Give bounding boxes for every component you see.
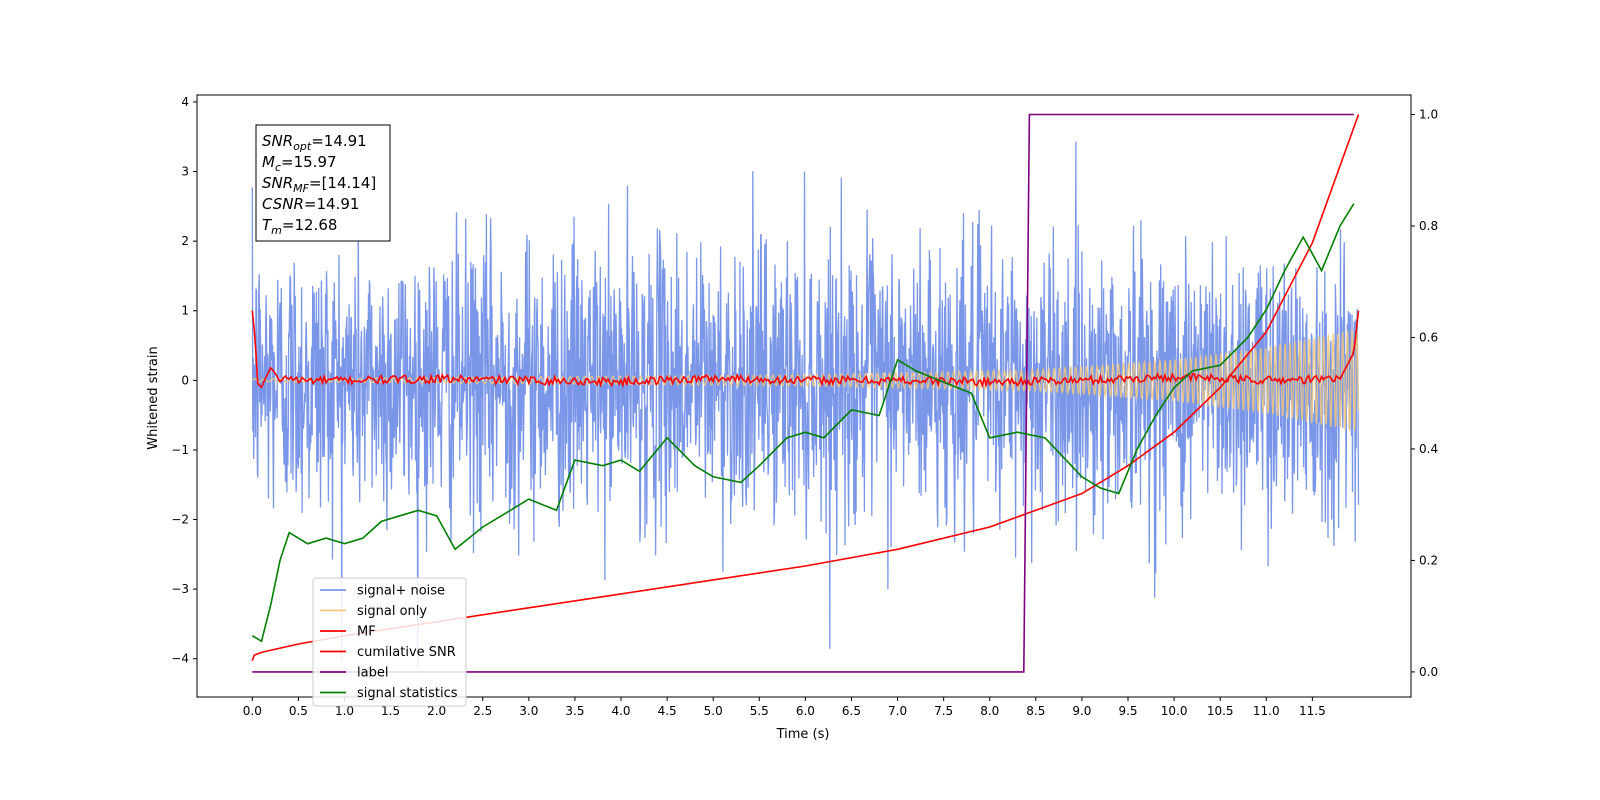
x-tick-label: 0.0 [243, 704, 262, 718]
annotation-line: Mc=15.97 [262, 153, 337, 174]
x-axis-label: Time (s) [776, 727, 830, 742]
annotation-line: Tm=12.68 [262, 216, 337, 237]
annotation-line: SNRopt=14.91 [262, 132, 367, 153]
y-axis-label: Whitened strain [146, 346, 161, 449]
x-tick-label: 4.5 [658, 704, 677, 718]
y2-tick-label: 0.4 [1419, 442, 1438, 456]
y-tick-label: 2 [181, 234, 189, 248]
x-tick-label: 0.5 [289, 704, 308, 718]
y2-tick-label: 0.8 [1419, 219, 1438, 233]
x-tick-label: 9.5 [1118, 704, 1137, 718]
legend: signal+ noise signal only MF cumilative SNR… [312, 577, 467, 707]
legend-label: cumilative SNR [357, 645, 456, 660]
x-tick-label: 9.0 [1072, 704, 1091, 718]
x-tick-label: 10.5 [1207, 704, 1234, 718]
x-tick-label: 11.0 [1253, 704, 1280, 718]
x-tick-label: 6.0 [796, 704, 815, 718]
annotation-line: CSNR=14.91 [262, 195, 359, 213]
y2-tick-label: 1.0 [1419, 108, 1438, 122]
y-tick-label: 1 [181, 304, 189, 318]
x-tick-label: 3.0 [519, 704, 538, 718]
legend-frame [312, 577, 467, 707]
x-tick-label: 2.5 [473, 704, 492, 718]
y-tick-label: 4 [181, 95, 189, 109]
y-tick-label: −2 [171, 513, 189, 527]
y-tick-label: −4 [171, 652, 189, 666]
x-tick-label: 6.5 [842, 704, 861, 718]
legend-label: MF [357, 625, 376, 640]
series-mf [251, 310, 1360, 389]
legend-label: signal only [357, 604, 427, 619]
y-tick-label: 3 [181, 165, 189, 179]
x-tick-label: 5.5 [750, 704, 769, 718]
series-signal-only [251, 329, 1360, 431]
series-signal-statistics [251, 203, 1355, 643]
y-tick-label: −1 [171, 443, 189, 457]
x-tick-label: 2.0 [427, 704, 446, 718]
annotation-box-frame [255, 124, 391, 242]
series-label [252, 113, 1354, 673]
x-tick-label: 5.0 [704, 704, 723, 718]
series-cumilative-snr [251, 114, 1360, 662]
x-tick-label: 1.5 [381, 704, 400, 718]
x-tick-label: 8.0 [980, 704, 999, 718]
x-tick-label: 3.5 [565, 704, 584, 718]
x-tick-label: 10.0 [1161, 704, 1188, 718]
x-tick-label: 7.5 [934, 704, 953, 718]
x-tick-label: 1.0 [335, 704, 354, 718]
metrics-annotation-box: SNRopt=14.91Mc=15.97SNRMF=[14.14]CSNR=14… [255, 124, 391, 242]
axes-frame [196, 94, 1412, 698]
annotation-line: SNRMF=[14.14] [262, 174, 376, 195]
axes: 0.0 0.5 1.0 1.5 2.0 2.5 3.0 3.5 4.0 4.5 5.0 5.5 6.0 6… [171, 94, 1438, 718]
x-tick-label: 11.5 [1299, 704, 1326, 718]
y2-tick-label: 0.6 [1419, 330, 1438, 344]
series-signal-plus-noise [251, 141, 1360, 670]
legend-label: label [357, 666, 388, 681]
x-tick-label: 4.0 [611, 704, 630, 718]
legend-label: signal+ noise [357, 584, 445, 599]
y-tick-label: 0 [181, 373, 189, 387]
x-tick-label: 7.0 [888, 704, 907, 718]
x-tick-label: 8.5 [1026, 704, 1045, 718]
y2-tick-label: 0.0 [1419, 665, 1438, 679]
y2-tick-label: 0.2 [1419, 553, 1438, 567]
plot-area [251, 113, 1360, 673]
y-tick-label: −3 [171, 582, 189, 596]
legend-label: signal statistics [357, 686, 458, 701]
